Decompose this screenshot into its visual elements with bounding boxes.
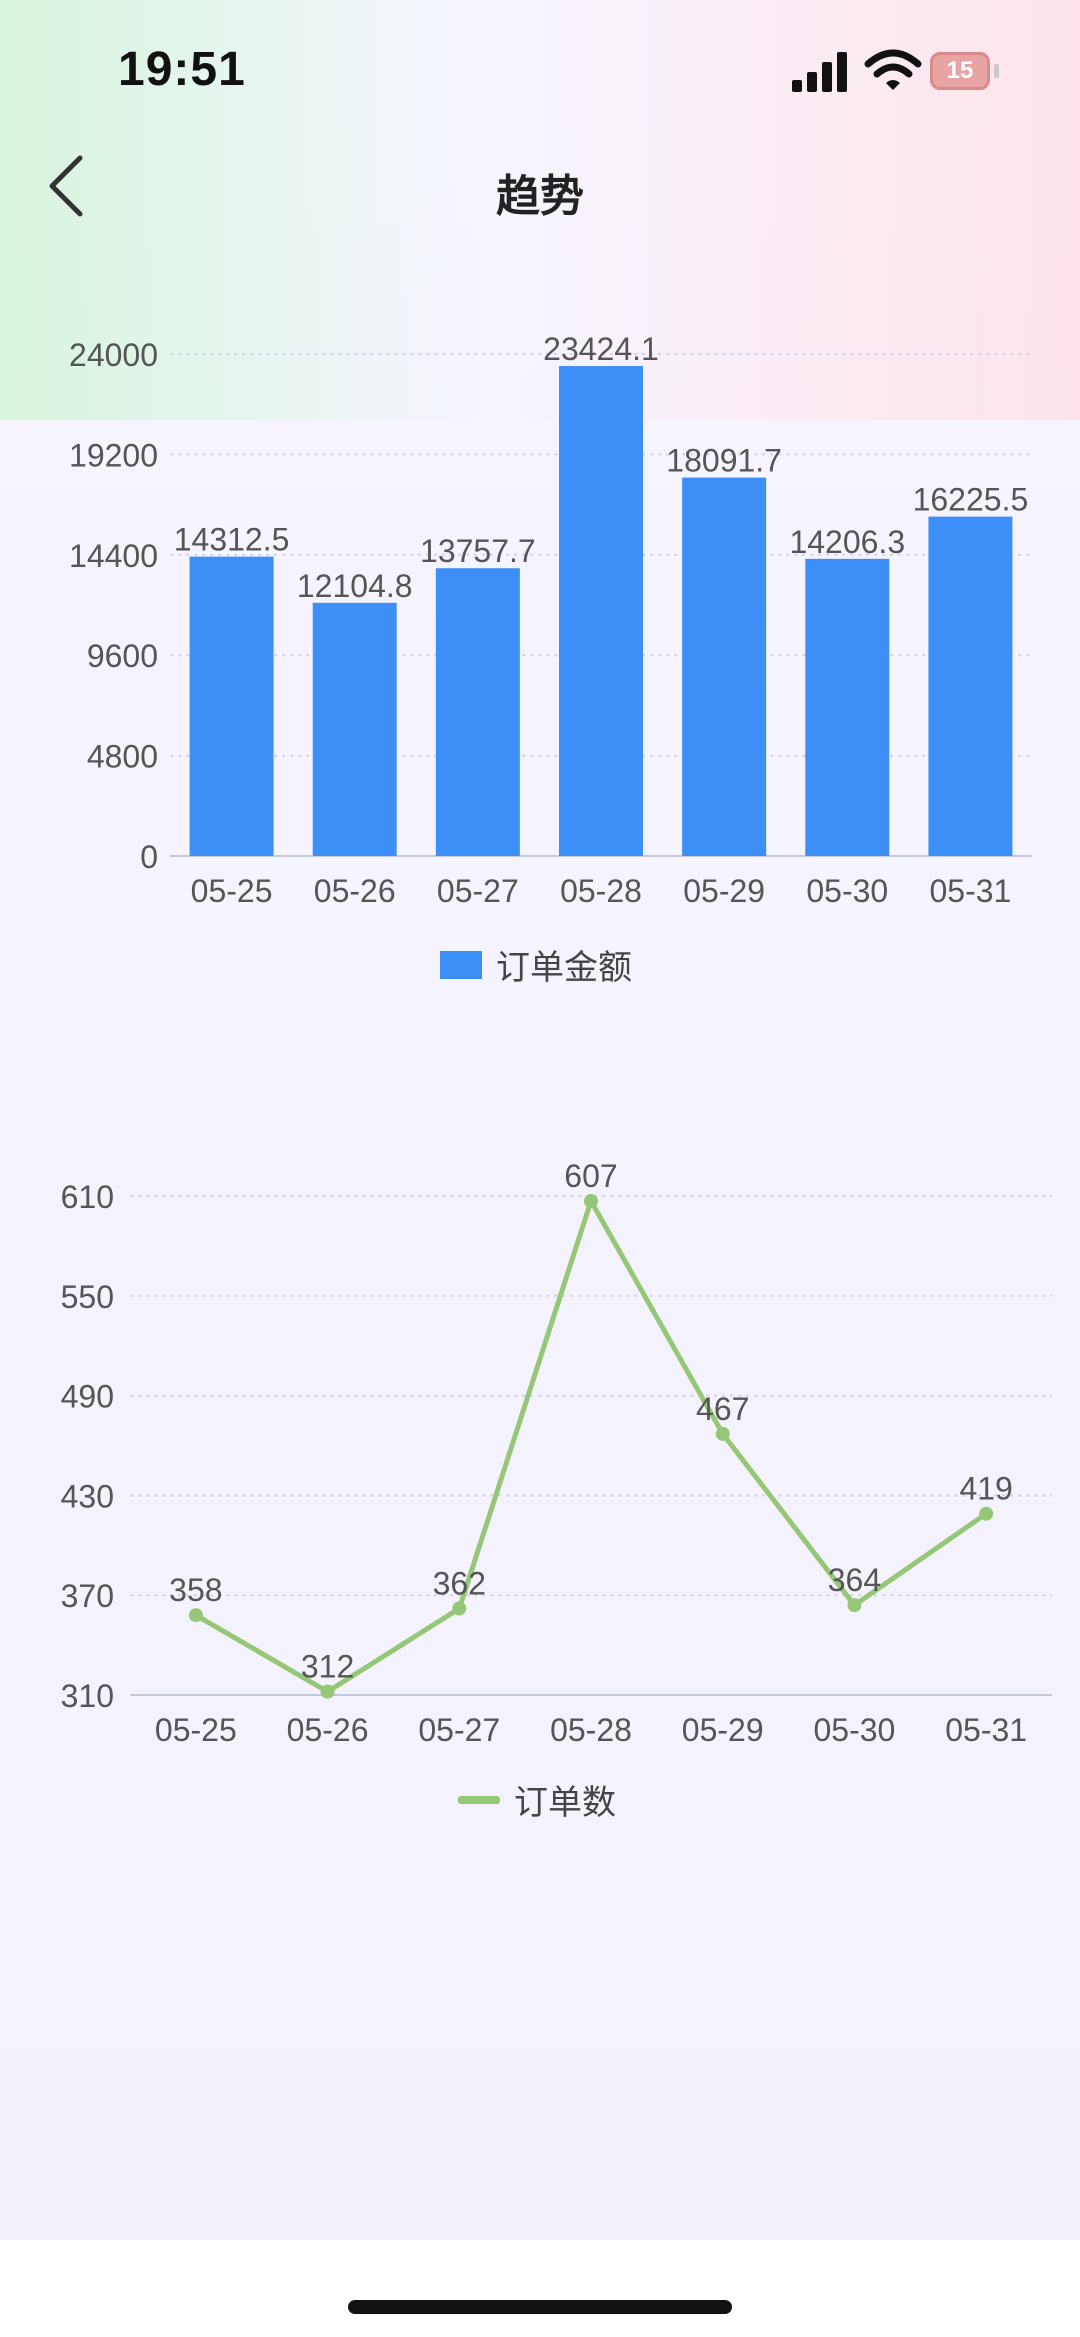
x-tick-label: 05-26 (314, 873, 396, 909)
x-tick-label: 05-27 (437, 873, 519, 909)
bar-value-label: 18091.7 (666, 443, 782, 479)
bar (312, 602, 397, 856)
legend-label-order-amount: 订单金额 (496, 949, 632, 987)
point-value-label: 607 (564, 1158, 617, 1194)
status-time: 19:51 (118, 43, 246, 96)
bar-value-label: 23424.1 (543, 331, 659, 367)
bar-value-label: 16225.5 (913, 482, 1029, 518)
legend-swatch-bar (440, 950, 482, 979)
point-value-label: 467 (696, 1391, 749, 1427)
y-tick-label: 19200 (69, 437, 158, 473)
data-point (715, 1426, 730, 1441)
x-tick-label: 05-26 (287, 1712, 369, 1748)
x-tick-label: 05-30 (814, 1712, 896, 1748)
home-indicator[interactable] (348, 2300, 732, 2314)
nav-bar: 趋势 (0, 140, 1080, 240)
line-chart-legend: 订单数 (458, 1775, 616, 1824)
bar (189, 556, 274, 856)
x-tick-label: 05-28 (560, 873, 642, 909)
bar-value-label: 13757.7 (420, 533, 536, 569)
back-button[interactable] (40, 150, 100, 220)
bar-value-label: 14206.3 (789, 524, 905, 560)
point-value-label: 362 (433, 1566, 486, 1602)
data-point (188, 1608, 203, 1623)
legend-swatch-line (458, 1795, 500, 1804)
y-tick-label: 14400 (69, 538, 158, 574)
point-value-label: 312 (301, 1649, 354, 1685)
wifi-icon (864, 49, 922, 90)
x-tick-label: 05-25 (191, 873, 273, 909)
x-tick-label: 05-27 (418, 1712, 500, 1748)
bar-chart-legend: 订单金额 (440, 940, 632, 989)
data-point (847, 1598, 862, 1613)
point-value-label: 358 (169, 1572, 222, 1608)
battery-level: 15 (946, 57, 974, 84)
signal-icon (792, 52, 847, 92)
y-tick-label: 9600 (87, 638, 158, 674)
x-tick-label: 05-29 (683, 873, 765, 909)
data-point (452, 1601, 467, 1616)
battery-tip (994, 64, 999, 78)
point-value-label: 419 (959, 1471, 1012, 1507)
legend-label-order-count: 订单数 (514, 1784, 616, 1822)
page-title: 趋势 (496, 172, 584, 221)
order-count-line (194, 1198, 988, 1695)
y-tick-label: 370 (61, 1578, 114, 1614)
x-tick-label: 05-31 (930, 873, 1012, 909)
bar (435, 568, 520, 856)
x-tick-label: 05-31 (945, 1712, 1027, 1748)
y-tick-label: 490 (61, 1379, 114, 1415)
y-tick-label: 0 (140, 839, 158, 875)
y-tick-label: 430 (61, 1478, 114, 1514)
data-point (979, 1506, 994, 1521)
bar-value-label: 12104.8 (297, 568, 413, 604)
status-bar: 19:51 15 (0, 0, 1080, 140)
bar (805, 558, 890, 856)
point-value-label: 364 (828, 1562, 881, 1598)
y-tick-label: 24000 (69, 337, 158, 373)
bottom-area (0, 2240, 1080, 2337)
bar (682, 477, 767, 856)
y-tick-label: 310 (61, 1678, 114, 1714)
bar (559, 366, 643, 856)
y-tick-label: 610 (61, 1179, 114, 1215)
order-amount-bar-chart: 0 4800 9600 14400 19200 24000 14312.5 05-25 1210… (69, 331, 1032, 909)
x-tick-label: 05-28 (550, 1712, 632, 1748)
battery-icon: 15 (930, 52, 990, 90)
back-arrow-icon (49, 155, 83, 217)
bar (928, 516, 1013, 856)
bar-value-label: 14312.5 (174, 522, 290, 558)
y-tick-label: 4800 (87, 739, 158, 775)
y-tick-label: 550 (61, 1279, 114, 1315)
data-point (584, 1193, 598, 1208)
status-icons: 15 (790, 48, 1010, 100)
x-tick-label: 05-25 (155, 1712, 237, 1748)
x-tick-label: 05-29 (682, 1712, 764, 1748)
order-count-line-chart: 310 370 430 490 550 610 358 05-25 312 05-26 362 05-… (61, 1158, 1052, 1748)
data-point (320, 1684, 335, 1699)
x-tick-label: 05-30 (806, 873, 888, 909)
